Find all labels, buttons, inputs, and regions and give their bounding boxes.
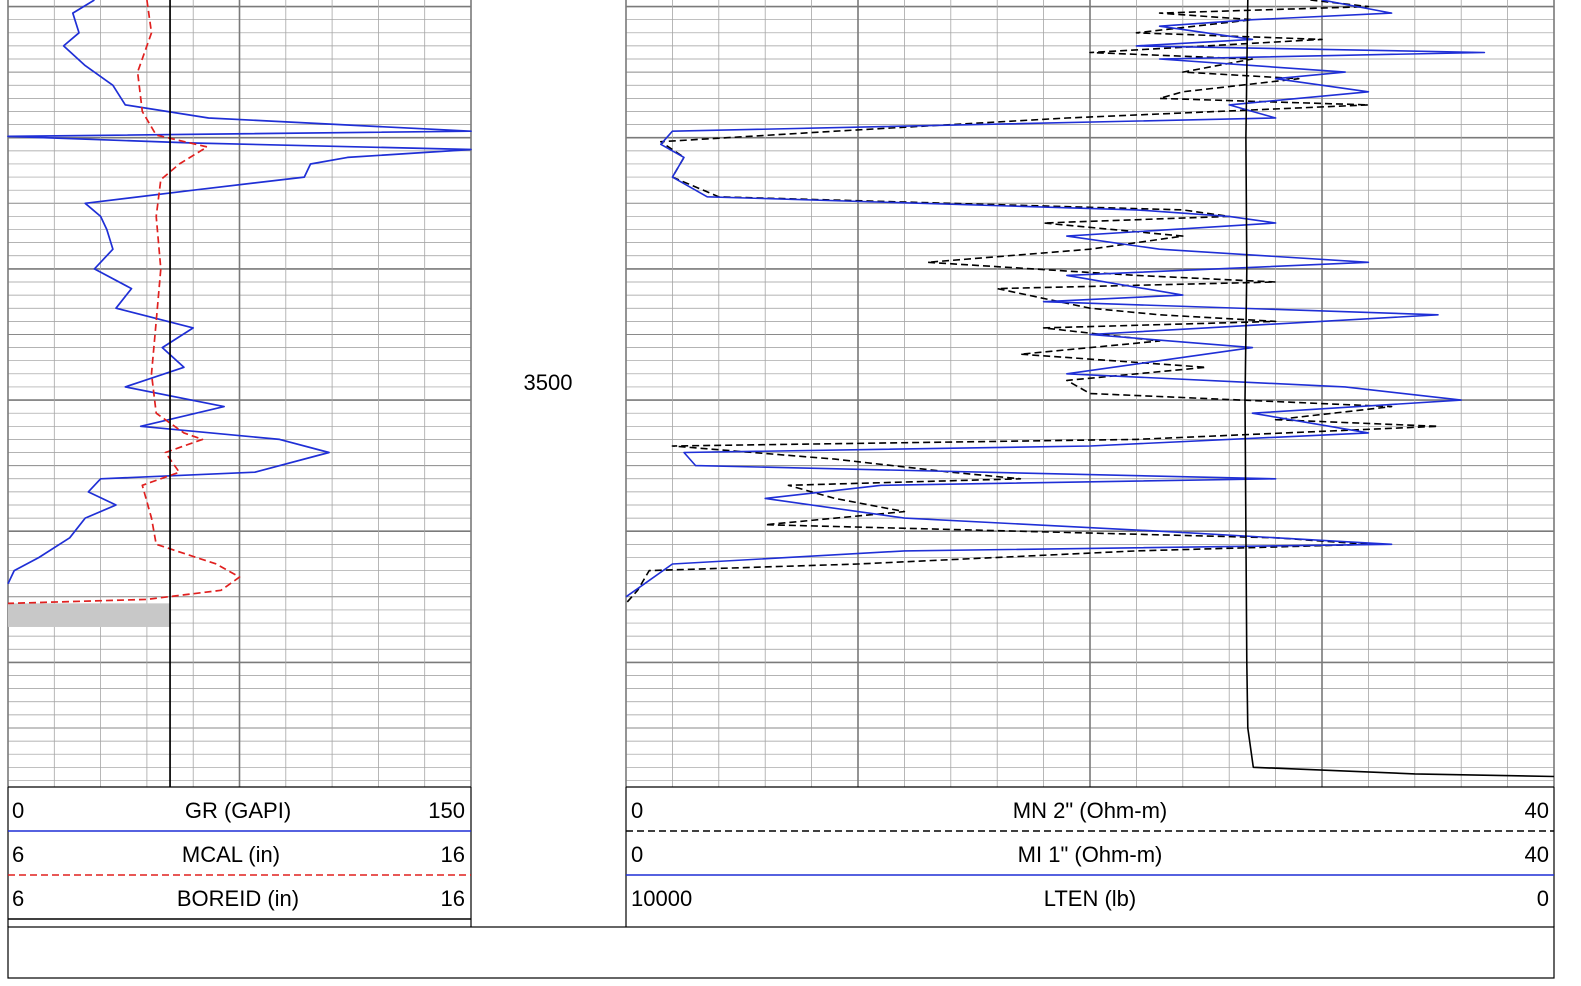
mn2-min-label: 0 <box>631 798 643 823</box>
right-track-header: 0 MN 2" (Ohm-m) 40 0 MI 1" (Ohm-m) 40 10… <box>625 786 1555 927</box>
lten-curve-label: LTEN (lb) <box>1044 886 1137 911</box>
gr-min-label: 0 <box>12 798 24 823</box>
mi1-curve-label: MI 1" (Ohm-m) <box>1018 842 1163 867</box>
boreid-max-label: 16 <box>441 886 465 911</box>
mcal-min-label: 6 <box>12 842 24 867</box>
mi1-max-label: 40 <box>1525 842 1549 867</box>
boreid-min-label: 6 <box>12 886 24 911</box>
gr-max-label: 150 <box>428 798 465 823</box>
boreid-curve-label: BOREID (in) <box>177 886 299 911</box>
lten-max-label: 0 <box>1537 886 1549 911</box>
lten-min-label: 10000 <box>631 886 692 911</box>
curve-mcal <box>7 0 241 605</box>
curve-lten <box>1244 0 1555 778</box>
curve-gr <box>7 0 472 585</box>
mcal-curve-label: MCAL (in) <box>182 842 280 867</box>
left-track-curves <box>7 0 472 787</box>
caliper-shading <box>8 603 171 627</box>
left-track-header: 0 GR (GAPI) 150 6 MCAL (in) 16 6 BOREID … <box>7 786 472 927</box>
mn2-max-label: 40 <box>1525 798 1549 823</box>
curve-mi <box>625 0 1486 598</box>
gr-curve-label: GR (GAPI) <box>185 798 291 823</box>
mn2-curve-label: MN 2" (Ohm-m) <box>1013 798 1167 823</box>
right-track-curves <box>625 0 1555 778</box>
curve-mn <box>625 0 1439 604</box>
mcal-max-label: 16 <box>441 842 465 867</box>
footer-box <box>7 926 1555 979</box>
right-track-grid <box>625 0 1555 787</box>
left-track-grid <box>7 0 472 787</box>
mi1-min-label: 0 <box>631 842 643 867</box>
depth-label: 3500 <box>524 370 573 395</box>
